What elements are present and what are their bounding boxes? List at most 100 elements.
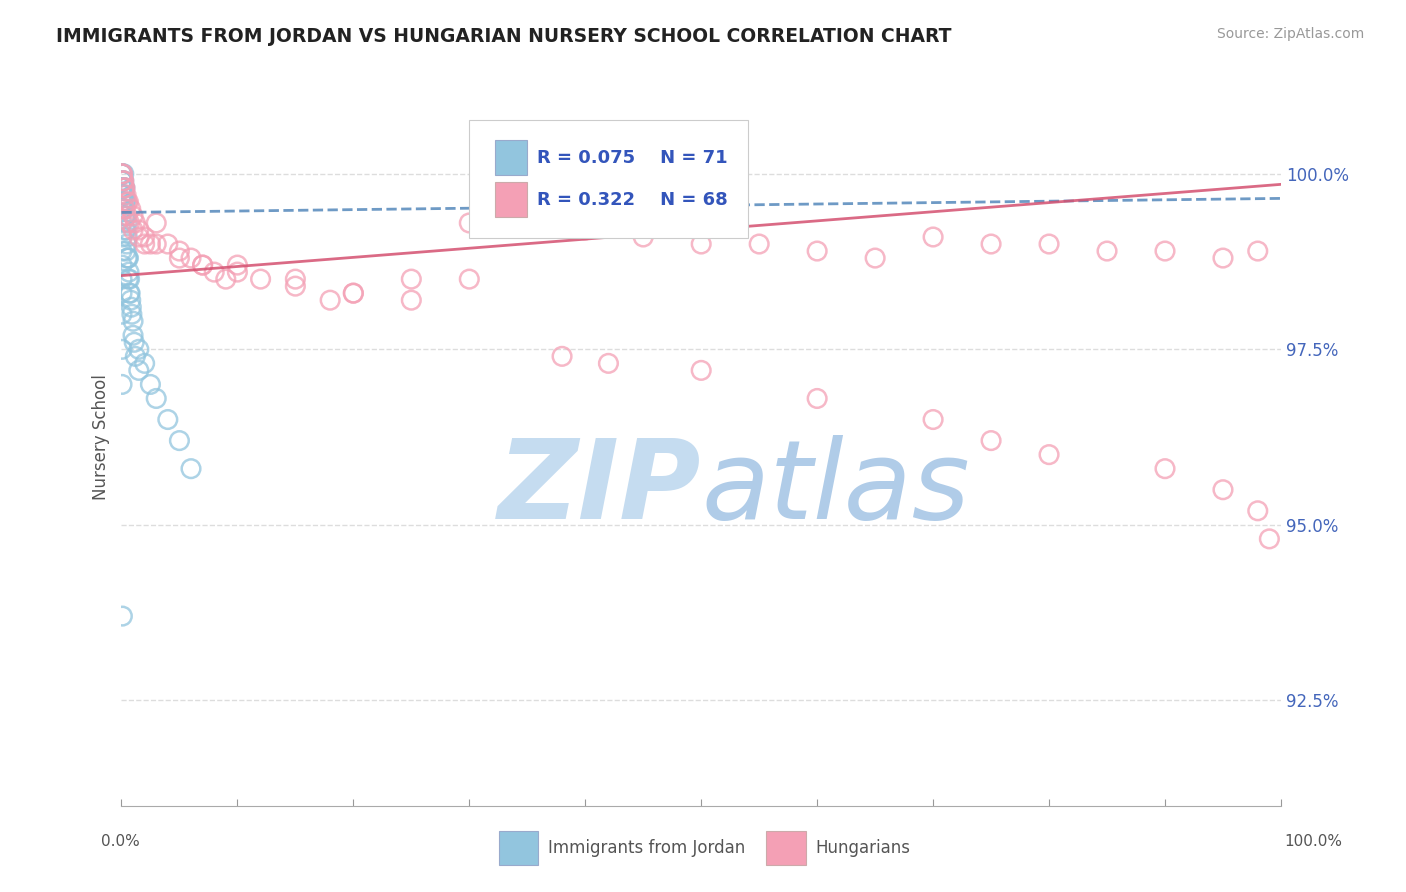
Point	[115, 230, 138, 244]
Point	[516, 216, 538, 230]
Point	[690, 363, 713, 377]
Point	[112, 181, 135, 195]
Point	[1038, 237, 1060, 252]
Point	[134, 356, 156, 370]
Point	[111, 377, 134, 392]
Point	[284, 279, 307, 293]
Point	[112, 174, 135, 188]
Point	[115, 209, 138, 223]
Point	[1247, 504, 1270, 518]
Point	[111, 307, 134, 321]
Point	[115, 223, 138, 237]
Point	[118, 272, 141, 286]
Point	[112, 181, 135, 195]
Point	[111, 181, 134, 195]
Point	[458, 216, 481, 230]
Point	[139, 377, 162, 392]
Point	[120, 202, 142, 216]
Point	[115, 194, 138, 209]
Point	[114, 181, 136, 195]
Point	[112, 181, 135, 195]
Point	[112, 202, 135, 216]
Point	[118, 265, 141, 279]
Point	[145, 216, 167, 230]
Point	[1154, 244, 1177, 258]
Point	[215, 272, 238, 286]
Point	[111, 202, 134, 216]
Point	[112, 167, 135, 181]
Text: atlas: atlas	[702, 435, 970, 542]
Text: 0.0%: 0.0%	[101, 834, 141, 849]
Bar	[495, 182, 527, 218]
Point	[169, 251, 191, 265]
Point	[121, 307, 143, 321]
Point	[124, 216, 146, 230]
Point	[118, 216, 141, 230]
Point	[574, 223, 596, 237]
Point	[1212, 483, 1234, 497]
Point	[922, 230, 945, 244]
Point	[156, 412, 179, 426]
Point	[114, 194, 136, 209]
Text: 100.0%: 100.0%	[1285, 834, 1343, 849]
Point	[1038, 448, 1060, 462]
Point	[115, 237, 138, 252]
Point	[1247, 244, 1270, 258]
Point	[1095, 244, 1118, 258]
Point	[226, 258, 249, 272]
Point	[122, 335, 145, 350]
Point	[111, 230, 134, 244]
Point	[980, 434, 1002, 448]
Point	[134, 230, 156, 244]
Point	[111, 174, 134, 188]
Point	[115, 187, 138, 202]
Point	[112, 174, 135, 188]
Point	[112, 181, 135, 195]
Point	[111, 244, 134, 258]
Point	[111, 174, 134, 188]
Point	[111, 216, 134, 230]
Point	[112, 174, 135, 188]
Point	[112, 202, 135, 216]
Point	[458, 272, 481, 286]
Point	[139, 237, 162, 252]
Point	[631, 230, 654, 244]
Text: R = 0.075    N = 71: R = 0.075 N = 71	[537, 149, 727, 167]
Point	[748, 237, 770, 252]
Point	[114, 181, 136, 195]
Point	[111, 187, 134, 202]
Point	[122, 314, 145, 328]
Point	[342, 286, 364, 301]
Point	[169, 244, 191, 258]
Point	[598, 356, 620, 370]
Point	[111, 181, 134, 195]
Point	[806, 392, 828, 406]
Point	[111, 194, 134, 209]
Point	[115, 216, 138, 230]
Y-axis label: Nursery School: Nursery School	[93, 374, 110, 500]
Point	[111, 272, 134, 286]
Point	[401, 293, 423, 308]
Point	[117, 251, 139, 265]
Point	[690, 237, 713, 252]
Text: R = 0.322    N = 68: R = 0.322 N = 68	[537, 191, 727, 209]
Point	[111, 181, 134, 195]
Point	[249, 272, 271, 286]
Point	[120, 293, 142, 308]
Point	[112, 187, 135, 202]
Point	[112, 202, 135, 216]
Point	[111, 258, 134, 272]
Point	[111, 167, 134, 181]
Point	[111, 343, 134, 357]
Point	[112, 187, 135, 202]
Point	[115, 209, 138, 223]
Point	[111, 609, 134, 624]
Point	[111, 286, 134, 301]
Point	[114, 223, 136, 237]
Point	[202, 265, 225, 279]
Point	[114, 209, 136, 223]
Point	[111, 167, 134, 181]
Point	[120, 286, 142, 301]
Point	[145, 237, 167, 252]
Point	[1154, 461, 1177, 475]
